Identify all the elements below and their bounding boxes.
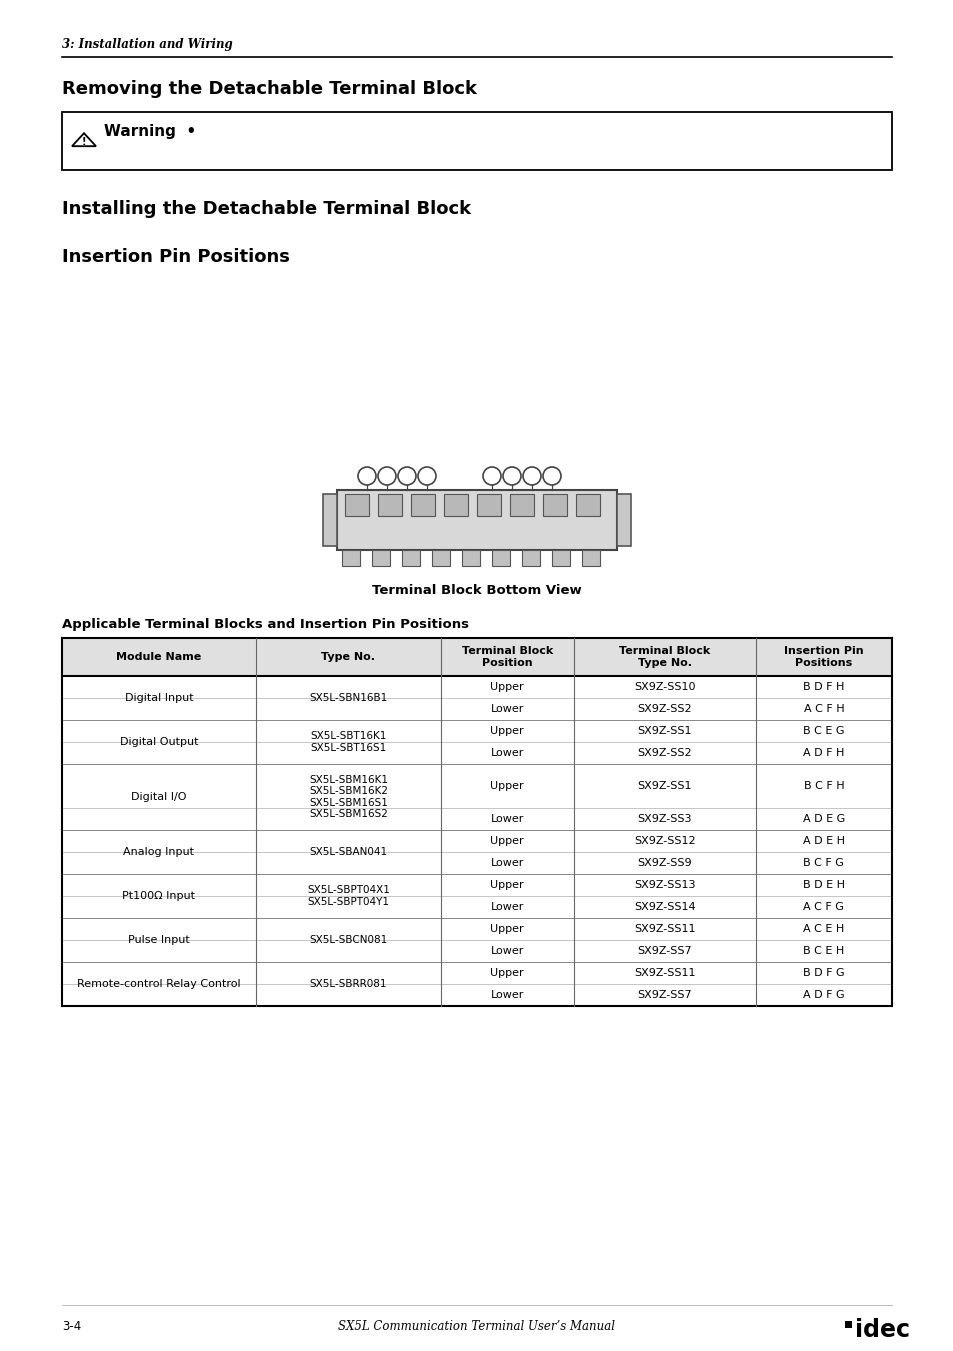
Text: B D F G: B D F G — [802, 969, 843, 978]
Bar — [377, 494, 401, 516]
Text: SX9Z-SS11: SX9Z-SS11 — [633, 924, 695, 934]
Text: SX9Z-SS3: SX9Z-SS3 — [637, 815, 691, 824]
Text: Lower: Lower — [490, 748, 523, 758]
Text: Warning  •: Warning • — [104, 124, 196, 139]
Bar — [476, 494, 500, 516]
Text: SX5L Communication Terminal User’s Manual: SX5L Communication Terminal User’s Manua… — [338, 1320, 615, 1333]
Text: Terminal Block Bottom View: Terminal Block Bottom View — [372, 584, 581, 597]
Text: Terminal Block
Position: Terminal Block Position — [461, 646, 553, 667]
Text: SX9Z-SS7: SX9Z-SS7 — [637, 990, 691, 1000]
Text: B C E H: B C E H — [802, 946, 843, 957]
Text: Removing the Detachable Terminal Block: Removing the Detachable Terminal Block — [62, 80, 476, 99]
Text: Digital Output: Digital Output — [120, 738, 198, 747]
Text: Upper: Upper — [490, 725, 523, 736]
Bar — [336, 490, 617, 550]
Text: !: ! — [82, 136, 86, 147]
Text: Applicable Terminal Blocks and Insertion Pin Positions: Applicable Terminal Blocks and Insertion… — [62, 617, 469, 631]
Text: SX5L-SBAN041: SX5L-SBAN041 — [309, 847, 387, 857]
Text: SX9Z-SS2: SX9Z-SS2 — [637, 704, 691, 713]
Text: SX9Z-SS13: SX9Z-SS13 — [633, 880, 695, 890]
Text: B C F G: B C F G — [802, 858, 843, 867]
Bar — [844, 1321, 851, 1328]
Text: idec: idec — [854, 1319, 909, 1342]
Text: SX5L-SBCN081: SX5L-SBCN081 — [309, 935, 387, 944]
Text: A C F G: A C F G — [802, 902, 843, 912]
Text: SX9Z-SS14: SX9Z-SS14 — [633, 902, 695, 912]
Text: SX9Z-SS9: SX9Z-SS9 — [637, 858, 691, 867]
Bar — [345, 494, 369, 516]
Bar — [341, 550, 359, 566]
Bar — [510, 494, 534, 516]
Text: Type No.: Type No. — [321, 653, 375, 662]
Text: Pulse Input: Pulse Input — [128, 935, 190, 944]
Text: Upper: Upper — [490, 969, 523, 978]
Text: A D F G: A D F G — [802, 990, 843, 1000]
Text: Installing the Detachable Terminal Block: Installing the Detachable Terminal Block — [62, 200, 471, 218]
Text: B D E H: B D E H — [802, 880, 844, 890]
Text: Lower: Lower — [490, 704, 523, 713]
Text: B D F H: B D F H — [802, 682, 843, 692]
Bar — [443, 494, 468, 516]
Text: SX5L-SBM16K1
SX5L-SBM16K2
SX5L-SBM16S1
SX5L-SBM16S2: SX5L-SBM16K1 SX5L-SBM16K2 SX5L-SBM16S1 S… — [309, 774, 388, 820]
Bar — [576, 494, 599, 516]
Bar — [372, 550, 390, 566]
Text: A D E G: A D E G — [801, 815, 844, 824]
Text: Remote-control Relay Control: Remote-control Relay Control — [77, 979, 240, 989]
Text: B C F H: B C F H — [802, 781, 843, 790]
Text: Lower: Lower — [490, 815, 523, 824]
Bar — [542, 494, 566, 516]
Bar — [521, 550, 539, 566]
Text: Upper: Upper — [490, 836, 523, 846]
Polygon shape — [71, 134, 96, 146]
Bar — [411, 494, 435, 516]
Text: Upper: Upper — [490, 880, 523, 890]
Text: Upper: Upper — [490, 682, 523, 692]
Bar — [62, 112, 891, 170]
Bar — [62, 638, 891, 676]
Text: SX9Z-SS12: SX9Z-SS12 — [633, 836, 695, 846]
Bar — [401, 550, 419, 566]
Text: 3: Installation and Wiring: 3: Installation and Wiring — [62, 38, 233, 51]
Text: Digital I/O: Digital I/O — [132, 792, 187, 802]
Text: SX5L-SBT16K1
SX5L-SBT16S1: SX5L-SBT16K1 SX5L-SBT16S1 — [310, 731, 386, 753]
Text: Upper: Upper — [490, 781, 523, 790]
Bar — [581, 550, 599, 566]
Text: A D F H: A D F H — [802, 748, 843, 758]
Text: SX9Z-SS10: SX9Z-SS10 — [633, 682, 695, 692]
Text: Upper: Upper — [490, 924, 523, 934]
Bar — [617, 494, 630, 546]
Text: A C E H: A C E H — [802, 924, 843, 934]
Text: Pt100Ω Input: Pt100Ω Input — [122, 892, 195, 901]
Bar — [461, 550, 479, 566]
Bar — [492, 550, 510, 566]
Text: A D E H: A D E H — [802, 836, 844, 846]
Text: SX9Z-SS1: SX9Z-SS1 — [637, 781, 691, 790]
Bar — [323, 494, 336, 546]
Text: 3-4: 3-4 — [62, 1320, 81, 1333]
Text: SX9Z-SS2: SX9Z-SS2 — [637, 748, 691, 758]
Text: Insertion Pin Positions: Insertion Pin Positions — [62, 249, 290, 266]
Text: Terminal Block
Type No.: Terminal Block Type No. — [618, 646, 710, 667]
Text: SX5L-SBPT04X1
SX5L-SBPT04Y1: SX5L-SBPT04X1 SX5L-SBPT04Y1 — [307, 885, 390, 907]
Text: Lower: Lower — [490, 946, 523, 957]
Text: Lower: Lower — [490, 990, 523, 1000]
Bar — [432, 550, 450, 566]
Text: SX5L-SBRR081: SX5L-SBRR081 — [310, 979, 387, 989]
Text: A C F H: A C F H — [802, 704, 843, 713]
Text: Lower: Lower — [490, 902, 523, 912]
Bar — [552, 550, 569, 566]
Text: B C E G: B C E G — [802, 725, 843, 736]
Text: Digital Input: Digital Input — [125, 693, 193, 703]
Text: SX9Z-SS1: SX9Z-SS1 — [637, 725, 691, 736]
Text: SX9Z-SS11: SX9Z-SS11 — [633, 969, 695, 978]
Text: Lower: Lower — [490, 858, 523, 867]
Text: Module Name: Module Name — [116, 653, 201, 662]
Text: Analog Input: Analog Input — [123, 847, 194, 857]
Text: SX5L-SBN16B1: SX5L-SBN16B1 — [309, 693, 387, 703]
Text: SX9Z-SS7: SX9Z-SS7 — [637, 946, 691, 957]
Text: Insertion Pin
Positions: Insertion Pin Positions — [783, 646, 862, 667]
